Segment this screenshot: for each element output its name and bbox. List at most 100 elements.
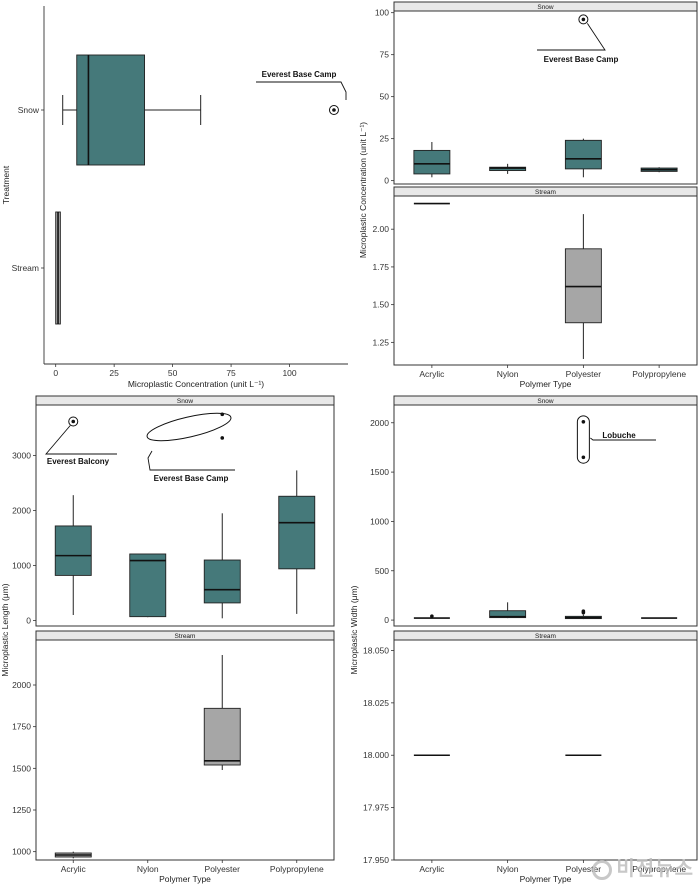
C-stream-box-polyester (203, 655, 241, 770)
D-y-axis-title: Microplastic Width (μm) (349, 585, 359, 674)
C-stream-xtick-label: Polyester (205, 864, 241, 874)
box-body (54, 525, 92, 576)
C-annotation-leader-basecamp (147, 450, 235, 471)
C-stream-xtick-label: Acrylic (61, 864, 87, 874)
box-body (413, 149, 451, 175)
B-y-axis-title: Microplastic Concentration (unit L⁻¹) (358, 122, 368, 258)
B-stream-x-axis-title: Polymer Type (520, 379, 572, 389)
B-stream-xtick-label: Acrylic (419, 369, 445, 379)
B-stream-ytick-label: 1.25 (372, 337, 389, 347)
B-snow-ytick-label: 75 (380, 50, 390, 60)
C-stream-ytick-label: 1750 (12, 722, 31, 732)
A-annotation-leader (256, 81, 347, 100)
B-snow-ytick-label: 100 (375, 8, 389, 18)
C-outlier-highlight-ring (68, 416, 79, 427)
B-stream-box-polyester (564, 214, 602, 359)
box-body (489, 166, 527, 172)
B-snow-panel-frame (393, 10, 698, 185)
outlier-highlight-ring (328, 105, 339, 115)
D-stream-xtick-label: Acrylic (419, 864, 445, 874)
D-snow-ytick-label: 2000 (370, 418, 389, 428)
outlier-point (71, 419, 76, 424)
box-body (489, 610, 527, 619)
D-snow-box-polyester (564, 419, 602, 620)
D-stream-ytick-label: 18.025 (363, 698, 389, 708)
B-outlier-highlight-ring (578, 14, 589, 25)
D-snow-ytick-label: 0 (384, 615, 389, 625)
outlier-point (581, 17, 586, 22)
A-x-axis-title: Microplastic Concentration (unit L⁻¹) (128, 379, 264, 389)
C-stream-xtick-label: Polypropylene (270, 864, 324, 874)
D-annotation-leader (590, 437, 656, 441)
watermark: 비전뉴스 (592, 852, 694, 881)
outlier-point (581, 419, 586, 424)
watermark-logo-icon (592, 859, 613, 880)
B-snow-box-polyester (564, 17, 602, 178)
D-annotation-label: Lobuche (602, 431, 636, 440)
D-snow-ytick-label: 1500 (370, 467, 389, 477)
D-stream-panel-frame (393, 639, 698, 861)
C-stream-panel-frame (35, 639, 335, 861)
A-xtick-label: 75 (226, 368, 236, 378)
B-annotation-leader (537, 23, 606, 51)
C-stream-box-acrylic (54, 851, 92, 859)
D-stream-x-axis-title: Polymer Type (520, 874, 572, 884)
D-outlier-group-ring (576, 415, 590, 464)
C-annotation-label-balcony: Everest Balcony (47, 457, 110, 466)
A-annotation-label: Everest Base Camp (262, 70, 337, 79)
B-stream-ytick-label: 1.75 (372, 262, 389, 272)
D-snow-ytick-label: 1000 (370, 516, 389, 526)
box-body (564, 139, 602, 170)
B-snow-ytick-label: 25 (380, 134, 390, 144)
D-stream-strip-label: Stream (535, 633, 556, 640)
D-snow-strip-label: Snow (537, 398, 554, 405)
B-stream-ytick-label: 1.50 (372, 300, 389, 310)
C-snow-ytick-label: 3000 (12, 451, 31, 461)
outlier-point (430, 614, 434, 618)
D-snow-box-nylon (489, 602, 527, 619)
outlier-point (581, 609, 586, 614)
C-stream-x-axis-title: Polymer Type (159, 874, 211, 884)
A-y-axis-title: Treatment (1, 165, 11, 204)
box-body (278, 495, 316, 570)
A-ytick-label: Stream (12, 263, 39, 273)
B-stream-ytick-label: 2.00 (372, 224, 389, 234)
B-snow-box-nylon (489, 163, 527, 174)
B-snow-box-acrylic (413, 142, 451, 178)
C-stream-xtick-label: Nylon (137, 864, 159, 874)
box-body (76, 54, 146, 166)
C-snow-panel-frame (35, 404, 335, 627)
D-stream-ytick-label: 17.975 (363, 803, 389, 813)
B-stream-xtick-label: Nylon (497, 369, 519, 379)
C-snow-strip-label: Snow (177, 398, 194, 405)
C-snow-box-polyester (203, 412, 241, 619)
box-body (203, 707, 241, 766)
C-outlier-group-ring (146, 412, 232, 442)
C-snow-box-acrylic (54, 419, 92, 616)
C-stream-ytick-label: 1250 (12, 805, 31, 815)
box-body (203, 559, 241, 604)
outlier-point (332, 108, 336, 112)
C-stream-ytick-label: 2000 (12, 680, 31, 690)
D-stream-ytick-label: 18.050 (363, 645, 389, 655)
B-snow-box-polypropylene (640, 167, 678, 173)
B-stream-strip-label: Stream (535, 189, 556, 196)
box-body (129, 553, 167, 618)
D-stream-ytick-label: 18.000 (363, 750, 389, 760)
B-snow-ytick-label: 0 (384, 176, 389, 186)
outlier-point (581, 455, 586, 460)
A-xtick-label: 0 (53, 368, 58, 378)
outlier-point (220, 436, 225, 440)
C-snow-box-nylon (129, 553, 167, 618)
B-annotation-label: Everest Base Camp (544, 55, 619, 64)
C-stream-strip-label: Stream (175, 633, 196, 640)
B-snow-ytick-label: 50 (380, 92, 390, 102)
D-stream-xtick-label: Polyester (566, 864, 602, 874)
C-annotation-label-basecamp: Everest Base Camp (154, 474, 229, 483)
C-y-axis-title: Microplastic Length (μm) (0, 583, 10, 676)
D-snow-panel-frame (393, 404, 698, 627)
C-stream-ytick-label: 1500 (12, 763, 31, 773)
D-stream-xtick-label: Polypropylene (632, 864, 686, 874)
B-stream-xtick-label: Polypropylene (632, 369, 686, 379)
